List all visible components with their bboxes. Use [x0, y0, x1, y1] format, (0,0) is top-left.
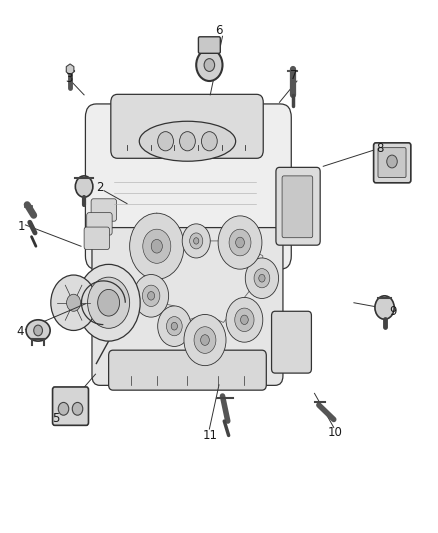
FancyBboxPatch shape — [378, 148, 406, 177]
FancyBboxPatch shape — [53, 387, 88, 425]
FancyBboxPatch shape — [92, 228, 283, 385]
Circle shape — [182, 224, 210, 258]
Circle shape — [201, 335, 209, 345]
Circle shape — [98, 289, 120, 316]
Circle shape — [67, 294, 81, 311]
Circle shape — [143, 229, 171, 263]
Circle shape — [387, 155, 397, 168]
Circle shape — [134, 274, 169, 317]
Circle shape — [158, 132, 173, 151]
Circle shape — [77, 264, 140, 341]
FancyBboxPatch shape — [282, 176, 313, 238]
Circle shape — [88, 277, 130, 328]
Text: 11: 11 — [202, 430, 217, 442]
Circle shape — [204, 59, 215, 71]
Circle shape — [229, 229, 251, 256]
Circle shape — [148, 292, 155, 300]
Text: 8: 8 — [376, 142, 383, 155]
Text: 5: 5 — [52, 412, 59, 425]
Text: 10: 10 — [328, 426, 343, 439]
Circle shape — [245, 258, 279, 298]
Circle shape — [51, 275, 96, 330]
Text: 3: 3 — [65, 72, 72, 85]
Circle shape — [240, 315, 248, 325]
Circle shape — [226, 297, 263, 342]
FancyBboxPatch shape — [198, 37, 220, 53]
Circle shape — [254, 269, 270, 288]
Circle shape — [184, 314, 226, 366]
Circle shape — [194, 238, 199, 244]
Circle shape — [190, 233, 203, 249]
Circle shape — [375, 296, 394, 319]
Text: 9: 9 — [389, 305, 396, 318]
Circle shape — [194, 327, 216, 353]
FancyBboxPatch shape — [374, 143, 411, 183]
Text: 6: 6 — [215, 25, 223, 37]
FancyBboxPatch shape — [276, 167, 320, 245]
FancyBboxPatch shape — [87, 213, 112, 235]
Circle shape — [34, 325, 42, 336]
Circle shape — [196, 49, 223, 81]
Circle shape — [142, 285, 160, 306]
Circle shape — [151, 239, 162, 253]
FancyBboxPatch shape — [111, 94, 263, 158]
Circle shape — [236, 237, 244, 248]
Circle shape — [180, 132, 195, 151]
Text: 2: 2 — [96, 181, 104, 194]
Text: 7: 7 — [290, 69, 297, 82]
Circle shape — [58, 402, 69, 415]
Text: 1: 1 — [18, 220, 25, 233]
FancyBboxPatch shape — [109, 350, 266, 390]
FancyBboxPatch shape — [85, 104, 291, 269]
Circle shape — [166, 317, 182, 336]
Circle shape — [75, 176, 93, 197]
Circle shape — [130, 213, 184, 279]
FancyBboxPatch shape — [272, 311, 311, 373]
Circle shape — [72, 402, 83, 415]
Ellipse shape — [26, 320, 50, 341]
Circle shape — [158, 306, 191, 346]
FancyBboxPatch shape — [91, 199, 117, 221]
Circle shape — [235, 308, 254, 332]
Circle shape — [201, 132, 217, 151]
Circle shape — [171, 322, 177, 330]
Circle shape — [259, 274, 265, 282]
FancyBboxPatch shape — [84, 227, 110, 249]
Ellipse shape — [139, 122, 236, 161]
Circle shape — [218, 216, 262, 269]
Text: 4: 4 — [17, 325, 24, 338]
